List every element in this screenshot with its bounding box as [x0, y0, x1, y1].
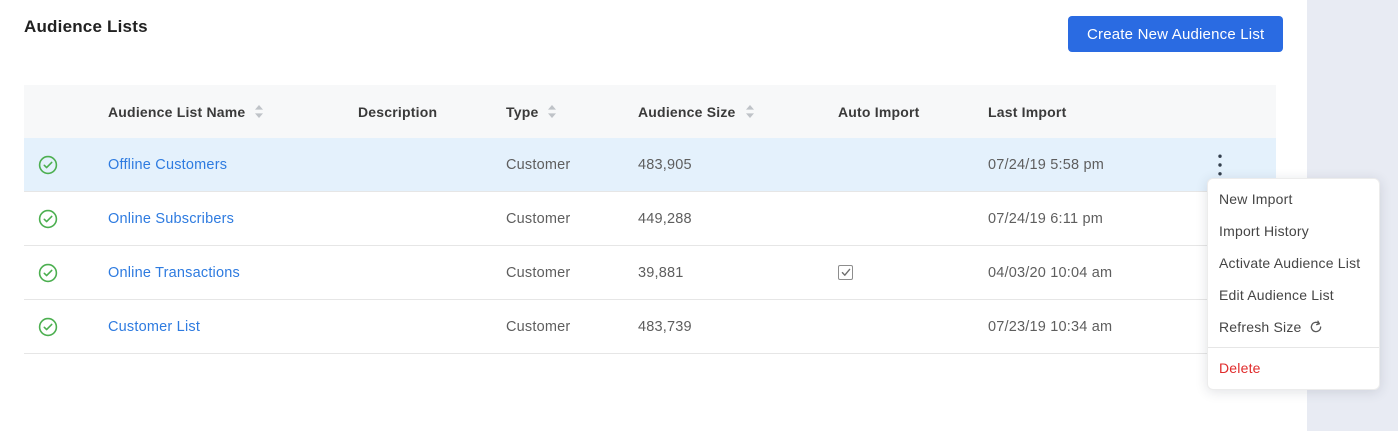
auto-import-checkbox[interactable] [838, 264, 853, 280]
header-audience-list-name[interactable]: Audience List Name [108, 104, 358, 120]
header-label: Auto Import [838, 103, 920, 120]
header-label: Audience List Name [108, 103, 246, 120]
row-actions-context-menu: New Import Import History Activate Audie… [1207, 178, 1380, 390]
header-auto-import: Auto Import [838, 104, 988, 120]
audience-size-cell: 39,881 [638, 264, 684, 281]
status-check-circle-icon [24, 317, 108, 337]
table-header-row: Audience List Name Description Type Audi… [24, 85, 1276, 138]
menu-item-import-history[interactable]: Import History [1208, 215, 1379, 247]
header-label: Last Import [988, 103, 1067, 120]
refresh-icon [1309, 320, 1323, 334]
type-cell: Customer [506, 318, 571, 335]
header-label: Description [358, 103, 438, 120]
menu-item-label: New Import [1219, 191, 1293, 207]
table-row: Customer List Customer 483,739 07/23/19 … [24, 300, 1276, 354]
menu-item-new-import[interactable]: New Import [1208, 183, 1379, 215]
last-import-cell: 04/03/20 10:04 am [988, 264, 1113, 281]
last-import-cell: 07/24/19 6:11 pm [988, 210, 1103, 227]
menu-item-label: Activate Audience List [1219, 255, 1361, 271]
header-last-import: Last Import [988, 104, 1208, 120]
page-title: Audience Lists [24, 17, 148, 36]
header-label: Audience Size [638, 103, 736, 120]
audience-list-name-link[interactable]: Offline Customers [108, 156, 228, 173]
menu-item-edit-audience-list[interactable]: Edit Audience List [1208, 279, 1379, 311]
menu-item-activate-audience-list[interactable]: Activate Audience List [1208, 247, 1379, 279]
audience-list-name-link[interactable]: Customer List [108, 318, 201, 335]
audience-list-name-link[interactable]: Online Subscribers [108, 210, 235, 227]
table-row: Online Subscribers Customer 449,288 07/2… [24, 192, 1276, 246]
menu-divider [1208, 347, 1379, 348]
sort-icon [547, 105, 557, 118]
audience-size-cell: 483,739 [638, 318, 692, 335]
header-audience-size[interactable]: Audience Size [638, 104, 838, 120]
sort-icon [745, 105, 755, 118]
last-import-cell: 07/24/19 5:58 pm [988, 156, 1105, 173]
status-check-circle-icon [24, 155, 108, 175]
audience-list-name-link[interactable]: Online Transactions [108, 264, 240, 281]
audience-size-cell: 449,288 [638, 210, 692, 227]
menu-item-delete[interactable]: Delete [1208, 352, 1379, 384]
auto-import-cell [838, 264, 988, 281]
status-check-circle-icon [24, 209, 108, 229]
type-cell: Customer [506, 156, 571, 173]
audience-lists-table: Audience List Name Description Type Audi… [24, 85, 1276, 354]
header-label: Type [506, 103, 539, 120]
audience-size-cell: 483,905 [638, 156, 692, 173]
sort-icon [254, 105, 264, 118]
menu-item-label: Import History [1219, 223, 1309, 239]
type-cell: Customer [506, 264, 571, 281]
type-cell: Customer [506, 210, 571, 227]
create-new-audience-list-button[interactable]: Create New Audience List [1068, 16, 1284, 52]
header-type[interactable]: Type [506, 104, 638, 120]
menu-item-label: Delete [1219, 360, 1261, 376]
table-row: Offline Customers Customer 483,905 07/24… [24, 138, 1276, 192]
menu-item-label: Refresh Size [1219, 319, 1302, 335]
status-check-circle-icon [24, 263, 108, 283]
row-actions-kebab-icon[interactable] [1208, 150, 1232, 180]
last-import-cell: 07/23/19 10:34 am [988, 318, 1113, 335]
menu-item-label: Edit Audience List [1219, 287, 1334, 303]
header-description: Description [358, 104, 506, 120]
menu-item-refresh-size[interactable]: Refresh Size [1208, 311, 1379, 343]
table-row: Online Transactions Customer 39,881 04/0… [24, 246, 1276, 300]
